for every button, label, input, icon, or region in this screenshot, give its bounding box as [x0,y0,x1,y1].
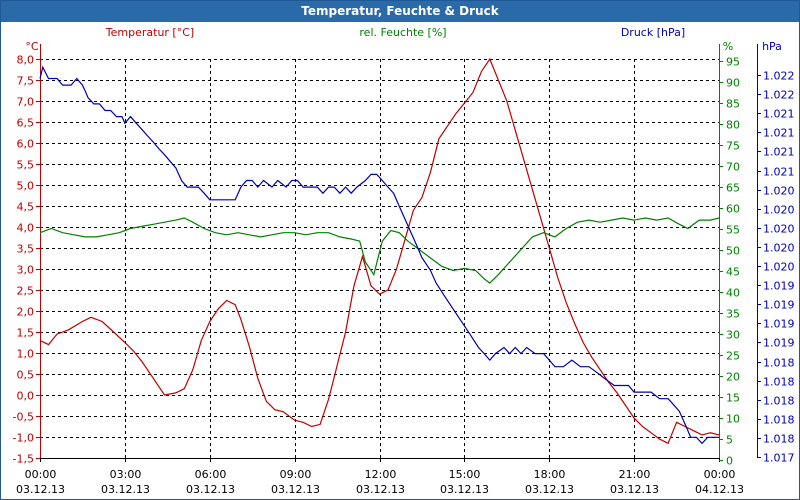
tick-label-right1: 55 [726,224,740,237]
tick-label-right2: 1.022 [763,70,795,83]
tick-label-right2: 1.021 [763,108,795,121]
tick-label-right2: 1.019 [763,280,795,293]
legend-humidity: rel. Feuchte [%] [359,26,446,39]
tick-label-right2: 1.020 [763,185,795,198]
tick-label-x-time: 21:00 [619,468,651,481]
tick-label-x-date: 03.12.13 [525,483,574,496]
tick-label-right2: 1.019 [763,318,795,331]
tick-label-left: 4,5 [17,201,35,214]
tick-label-right1: 75 [726,140,740,153]
tick-label-left: 3,5 [17,243,35,256]
tick-label-right1: 30 [726,329,740,342]
tick-label-left: 4,0 [17,222,35,235]
tick-label-left: -1,0 [13,432,34,445]
tick-label-right1: 85 [726,98,740,111]
tick-label-x-time: 09:00 [280,468,312,481]
tick-label-x-date: 04.12.13 [695,483,744,496]
unit-label-right2: hPa [762,40,782,53]
tick-label-x-time: 00:00 [25,468,57,481]
legend-pressure: Druck [hPa] [621,26,685,39]
tick-label-left: 0,0 [17,390,35,403]
tick-label-right1: 5 [726,434,733,447]
tick-label-x-time: 03:00 [110,468,142,481]
tick-label-right1: 20 [726,371,740,384]
tick-label-x-time: 00:00 [704,468,736,481]
tick-label-left: 5,5 [17,159,35,172]
tick-label-right1: 95 [726,56,740,69]
tick-label-x-time: 06:00 [195,468,227,481]
tick-label-left: 7,5 [17,75,35,88]
tick-label-right2: 1.018 [763,357,795,370]
tick-label-right2: 1.020 [763,242,795,255]
tick-label-left: 6,0 [17,138,35,151]
tick-label-right1: 45 [726,266,740,279]
series-lines [39,57,720,445]
tick-label-right2: 1.018 [763,376,795,389]
tick-label-right1: 15 [726,392,740,405]
tick-label-left: 1,0 [17,348,35,361]
tick-label-right2: 1.021 [763,146,795,159]
tick-label-right1: 0 [726,455,733,468]
tick-label-left: 3,0 [17,264,35,277]
tick-label-right1: 50 [726,245,740,258]
unit-label-right1: % [723,40,733,53]
tick-label-right2: 1.021 [763,127,795,140]
axis-labels: -1,5 -1,0 -0,5 0,0 0,5 1,0 1,5 2,0 2,5 3,0 3,5 4,0 4… [13,54,795,497]
tick-label-x-time: 18:00 [534,468,566,481]
tick-label-right1: 60 [726,203,740,216]
line-temperature [39,57,720,445]
tick-label-left: 7,0 [17,96,35,109]
tick-label-left: 8,0 [17,54,35,67]
tick-label-right2: 1.017 [763,452,795,465]
legend-temperature: Temperatur [°C] [105,26,194,39]
tick-label-left: -0,5 [13,411,34,424]
axes [36,44,761,462]
tick-label-right1: 80 [726,119,740,132]
tick-label-left: 2,5 [17,285,35,298]
tick-label-right2: 1.020 [763,204,795,217]
tick-label-left: 0,5 [17,369,35,382]
grid [40,59,719,459]
tick-label-x-time: 15:00 [449,468,481,481]
tick-label-right2: 1.022 [763,89,795,102]
line-pressure [39,65,719,445]
line-humidity [39,217,720,284]
tick-label-left: -1,5 [13,453,34,466]
tick-label-x-date: 03.12.13 [440,483,489,496]
tick-label-x-date: 03.12.13 [16,483,65,496]
tick-label-right1: 40 [726,287,740,300]
window-title: Temperatur, Feuchte & Druck [1,1,799,22]
tick-label-right2: 1.020 [763,261,795,274]
tick-label-x-date: 03.12.13 [101,483,150,496]
tick-label-x-date: 03.12.13 [610,483,659,496]
tick-label-right2: 1.020 [763,223,795,236]
tick-label-right1: 70 [726,161,740,174]
tick-label-left: 2,0 [17,306,35,319]
tick-label-right2: 1.019 [763,337,795,350]
tick-label-right1: 90 [726,77,740,90]
tick-label-right1: 35 [726,308,740,321]
tick-label-left: 6,5 [17,117,35,130]
tick-label-right2: 1.019 [763,299,795,312]
unit-label-left: °C [25,40,39,53]
tick-label-right2: 1.018 [763,414,795,427]
tick-label-x-date: 03.12.13 [356,483,405,496]
tick-label-x-date: 03.12.13 [186,483,235,496]
tick-label-x-time: 12:00 [365,468,397,481]
tick-label-right2: 1.021 [763,166,795,179]
tick-label-left: 1,5 [17,327,35,340]
tick-label-right2: 1.018 [763,395,795,408]
tick-label-right1: 25 [726,350,740,363]
tick-label-right2: 1.018 [763,433,795,446]
tick-label-right1: 10 [726,413,740,426]
tick-label-left: 5,0 [17,180,35,193]
tick-label-x-date: 03.12.13 [271,483,320,496]
tick-label-right1: 65 [726,182,740,195]
